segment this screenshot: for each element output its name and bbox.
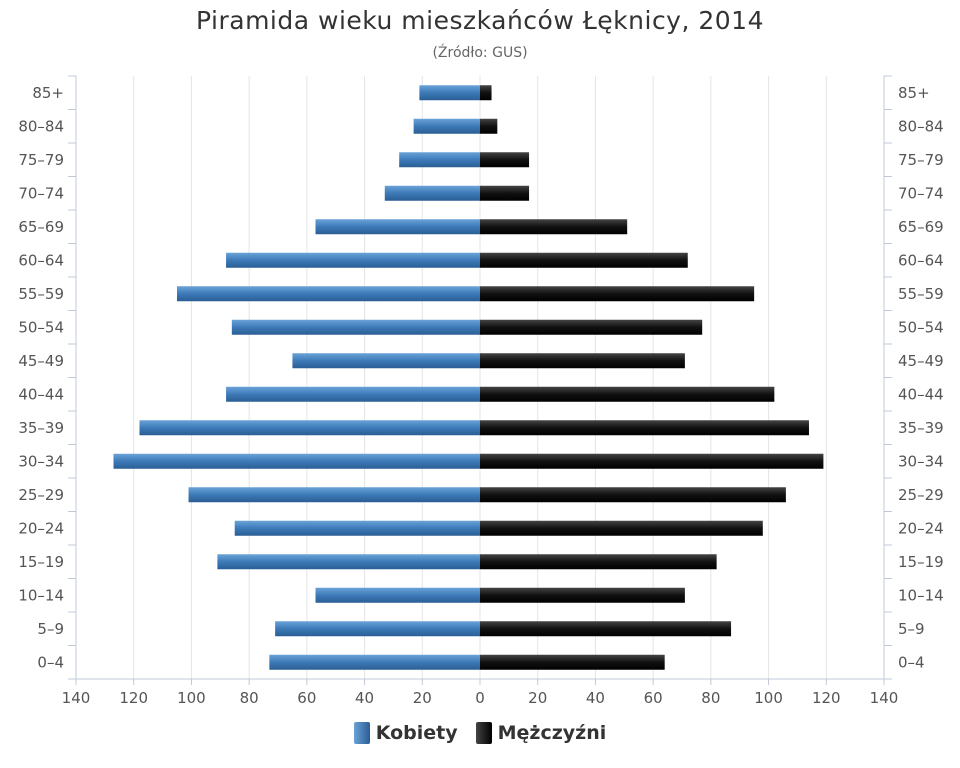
bar-mezczyzni-20-24[interactable] [480,520,763,536]
y-tick-label-right: 50–54 [898,318,944,336]
bar-mezczyzni-25-29[interactable] [480,487,786,503]
bar-kobiety-5-9[interactable] [275,621,480,637]
legend-label-mezczyzni: Mężczyźni [497,722,607,744]
x-tick-label: 100 [177,689,206,707]
x-tick-label: 140 [62,689,91,707]
y-tick-label-right: 85+ [898,84,930,102]
bar-mezczyzni-80-84[interactable] [480,118,498,134]
bar-mezczyzni-50-54[interactable] [480,319,703,335]
bar-kobiety-70-74[interactable] [384,185,480,201]
y-tick-label-left: 45–49 [18,352,64,370]
bar-kobiety-65-69[interactable] [315,219,480,235]
y-tick-label-left: 40–44 [18,385,64,403]
y-tick-label-right: 40–44 [898,385,944,403]
bar-mezczyzni-70-74[interactable] [480,185,530,201]
bar-mezczyzni-55-59[interactable] [480,286,755,302]
y-tick-label-left: 70–74 [18,184,64,202]
x-tick-label: 140 [870,689,899,707]
bar-kobiety-15-19[interactable] [217,554,480,570]
x-tick-label: 0 [475,689,485,707]
x-tick-label: 80 [240,689,259,707]
y-tick-label-left: 85+ [32,84,64,102]
y-tick-label-left: 0–4 [37,653,64,671]
bar-mezczyzni-75-79[interactable] [480,152,530,168]
x-tick-label: 80 [701,689,720,707]
bar-kobiety-40-44[interactable] [226,386,480,402]
bar-mezczyzni-60-64[interactable] [480,252,688,268]
bar-mezczyzni-10-14[interactable] [480,587,685,603]
y-tick-label-right: 55–59 [898,285,944,303]
y-tick-label-right: 25–29 [898,486,944,504]
bar-kobiety-80-84[interactable] [413,118,480,134]
y-tick-label-left: 35–39 [18,419,64,437]
y-tick-label-left: 15–19 [18,553,64,571]
bar-kobiety-60-64[interactable] [226,252,480,268]
bar-kobiety-25-29[interactable] [188,487,481,503]
y-tick-label-left: 5–9 [37,620,64,638]
legend-swatch-kobiety [353,722,370,744]
x-tick-label: 40 [586,689,605,707]
legend-item-kobiety[interactable]: Kobiety [353,722,458,744]
y-tick-label-right: 75–79 [898,151,944,169]
x-tick-label: 20 [413,689,432,707]
legend-swatch-mezczyzni [475,722,492,744]
bar-kobiety-85+[interactable] [419,85,480,101]
x-tick-label: 40 [355,689,374,707]
bar-mezczyzni-5-9[interactable] [480,621,732,637]
legend-item-mezczyzni[interactable]: Mężczyźni [475,722,607,744]
y-tick-label-left: 10–14 [18,586,64,604]
bar-kobiety-20-24[interactable] [234,520,480,536]
bar-mezczyzni-0-4[interactable] [480,654,665,670]
y-tick-label-right: 65–69 [898,218,944,236]
bar-kobiety-10-14[interactable] [315,587,480,603]
y-tick-label-left: 60–64 [18,251,64,269]
bar-kobiety-45-49[interactable] [292,353,480,369]
y-tick-label-right: 15–19 [898,553,944,571]
y-tick-label-right: 0–4 [898,653,925,671]
y-tick-label-right: 35–39 [898,419,944,437]
x-tick-label: 60 [297,689,316,707]
bar-mezczyzni-40-44[interactable] [480,386,775,402]
x-tick-label: 120 [812,689,841,707]
chart-subtitle: (Źródło: GUS) [432,45,528,61]
y-tick-label-right: 60–64 [898,251,944,269]
y-tick-label-left: 75–79 [18,151,64,169]
y-tick-label-left: 20–24 [18,519,64,537]
legend-label-kobiety: Kobiety [375,722,458,744]
bar-mezczyzni-85+[interactable] [480,85,492,101]
x-tick-label: 60 [644,689,663,707]
bar-kobiety-0-4[interactable] [269,654,480,670]
y-tick-label-right: 5–9 [898,620,925,638]
bar-kobiety-50-54[interactable] [231,319,480,335]
y-tick-label-left: 50–54 [18,318,64,336]
bar-mezczyzni-45-49[interactable] [480,353,685,369]
x-tick-label: 100 [754,689,783,707]
y-tick-label-right: 70–74 [898,184,944,202]
bar-kobiety-55-59[interactable] [177,286,480,302]
y-tick-label-left: 55–59 [18,285,64,303]
y-tick-label-left: 25–29 [18,486,64,504]
y-tick-label-left: 65–69 [18,218,64,236]
chart-title: Piramida wieku mieszkańców Łęknicy, 2014 [196,6,764,35]
bar-mezczyzni-15-19[interactable] [480,554,717,570]
y-tick-label-left: 30–34 [18,452,64,470]
bar-kobiety-30-34[interactable] [113,453,480,469]
y-tick-label-right: 30–34 [898,452,944,470]
y-tick-label-left: 80–84 [18,117,64,135]
bar-kobiety-75-79[interactable] [399,152,480,168]
x-tick-label: 120 [119,689,148,707]
x-tick-label: 20 [528,689,547,707]
bar-mezczyzni-65-69[interactable] [480,219,628,235]
y-tick-label-right: 20–24 [898,519,944,537]
bar-mezczyzni-35-39[interactable] [480,420,809,436]
y-tick-label-right: 10–14 [898,586,944,604]
y-tick-label-right: 80–84 [898,117,944,135]
bar-mezczyzni-30-34[interactable] [480,453,824,469]
bar-kobiety-35-39[interactable] [139,420,480,436]
chart-legend: Kobiety Mężczyźni [0,722,960,744]
y-tick-label-right: 45–49 [898,352,944,370]
